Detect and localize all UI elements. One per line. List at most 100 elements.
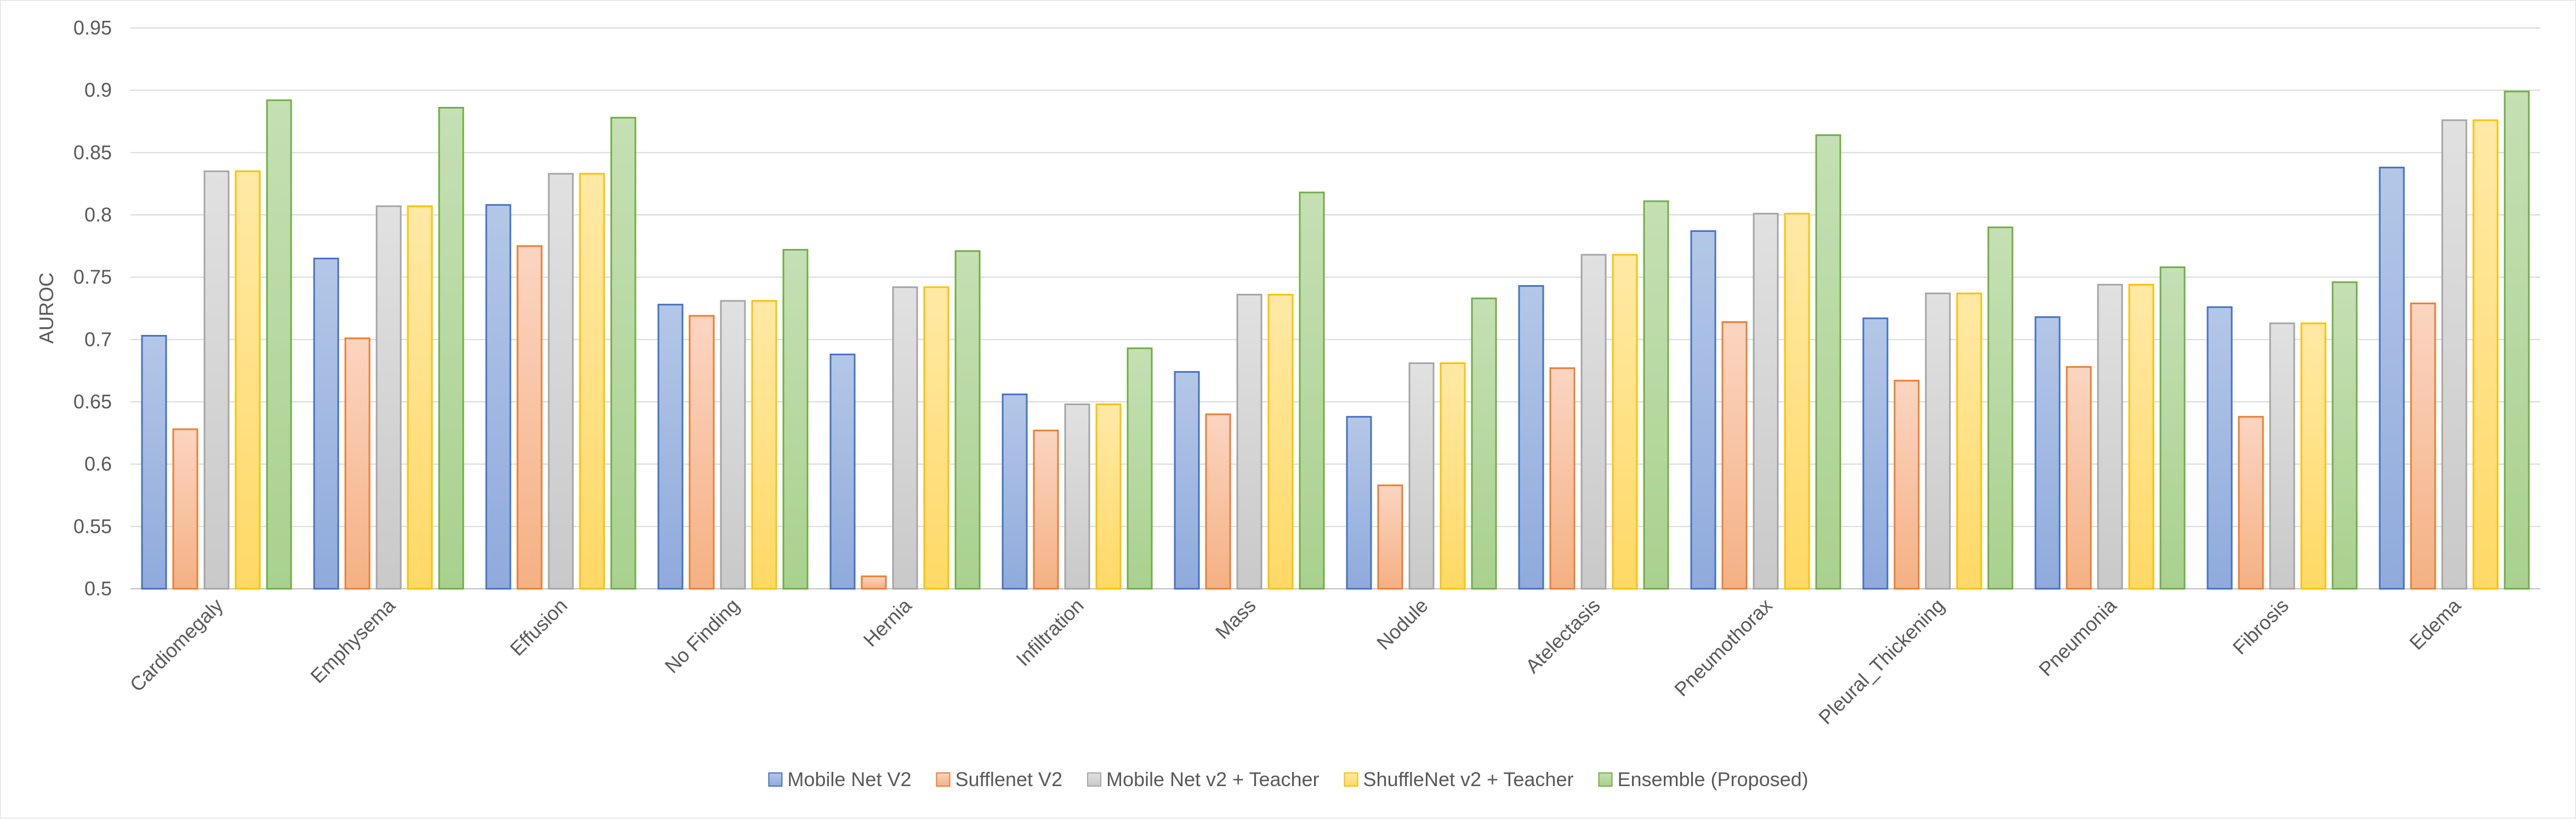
legend-swatch (1087, 772, 1101, 787)
bar (1377, 484, 1403, 590)
legend-item: ShuffleNet v2 + Teacher (1344, 768, 1574, 790)
bar (2159, 266, 2186, 590)
x-tick-label: Pneumothorax (1670, 594, 1777, 701)
legend: Mobile Net V2 Sufflenet V2 Mobile Net v2 +… (768, 768, 1809, 790)
legend-item: Mobile Net V2 (768, 768, 911, 790)
x-tick-label: Pleural_Thickening (1814, 594, 1948, 729)
bar (1753, 213, 1779, 590)
legend-swatch (1344, 772, 1358, 787)
bar (2207, 306, 2233, 590)
bar (720, 300, 746, 590)
bar (2504, 90, 2530, 590)
bar (313, 258, 339, 590)
y-tick-label: 0.9 (84, 79, 112, 101)
bar (751, 300, 777, 590)
bar (892, 286, 918, 590)
bar (141, 335, 167, 590)
bar (1408, 362, 1435, 590)
bar (2034, 316, 2061, 590)
bar (1002, 393, 1028, 590)
bar (1643, 200, 1669, 590)
legend-swatch (1598, 772, 1613, 787)
bar (2238, 416, 2264, 590)
bar (2332, 281, 2358, 590)
x-tick-label: Pneumonia (2034, 594, 2121, 680)
y-tick-label: 0.7 (84, 328, 112, 350)
x-axis-tick-labels: Cardiomegaly Emphysema Effusion No Finding H… (126, 594, 2466, 729)
bar (829, 354, 856, 590)
x-tick-label: Nodule (1372, 594, 1432, 655)
bar (2128, 283, 2154, 590)
bar (1862, 317, 1889, 590)
y-tick-label: 0.65 (73, 390, 112, 413)
bar (1471, 297, 1497, 590)
bar (1127, 347, 1153, 590)
bar (266, 99, 292, 590)
bar (2472, 119, 2499, 590)
legend-item: Sufflenet V2 (936, 768, 1062, 790)
bar (485, 204, 511, 590)
bar (954, 250, 981, 590)
bar (1174, 371, 1200, 590)
x-tick-label: Infiltration (1011, 594, 1088, 670)
x-tick-label: Emphysema (306, 594, 400, 687)
bar (2379, 167, 2405, 590)
bar (172, 428, 198, 590)
y-tick-label: 0.55 (73, 515, 112, 537)
bar (203, 170, 230, 590)
bar (2097, 283, 2123, 590)
y-axis-tick-labels: 0.5 0.55 0.6 0.65 0.7 0.75 0.8 0.85 0.9 0.95 (73, 16, 112, 600)
bar (376, 205, 402, 590)
bar (438, 106, 464, 590)
y-tick-label: 0.8 (84, 203, 112, 226)
legend-label: ShuffleNet v2 + Teacher (1363, 768, 1574, 790)
bar (1580, 254, 1607, 590)
bar (1267, 293, 1294, 590)
bar (1925, 292, 1951, 590)
legend-swatch (936, 772, 951, 787)
bar (1064, 403, 1090, 590)
x-tick-label: Atelectasis (1521, 594, 1605, 678)
x-tick-label: Mass (1211, 594, 1260, 644)
bar (1956, 292, 1982, 590)
bar (1518, 285, 1544, 590)
bar (344, 337, 371, 590)
bar (579, 173, 605, 590)
y-tick-label: 0.95 (73, 16, 112, 39)
bar (407, 205, 433, 590)
y-tick-label: 0.6 (84, 453, 112, 475)
bar (657, 304, 684, 590)
x-tick-label: Hernia (859, 594, 917, 651)
bar (689, 315, 715, 590)
bar (235, 170, 261, 590)
bar (1612, 254, 1638, 590)
legend-label: Mobile Net V2 (787, 768, 911, 790)
bar (610, 117, 636, 590)
y-axis-title: AUROC (35, 272, 58, 344)
bar (2441, 119, 2467, 590)
bar (1815, 134, 1841, 590)
bar (1033, 429, 1059, 590)
legend-label: Ensemble (Proposed) (1617, 768, 1808, 790)
legend-label: Sufflenet V2 (955, 768, 1062, 790)
bar (782, 249, 809, 590)
y-tick-label: 0.85 (73, 141, 112, 163)
bar (1893, 379, 1920, 590)
x-tick-label: Effusion (505, 594, 572, 661)
bar (1721, 321, 1748, 590)
legend-swatch (768, 772, 783, 787)
bar (1549, 367, 1576, 590)
bar (1205, 413, 1231, 590)
bar (923, 286, 949, 590)
bar (1299, 191, 1325, 590)
bar (1236, 293, 1263, 590)
x-tick-label: Edema (2405, 594, 2465, 654)
y-tick-label: 0.5 (84, 577, 112, 600)
y-tick-label: 0.75 (73, 266, 112, 288)
bar (1440, 362, 1466, 590)
bar (1784, 213, 1810, 590)
bar (2410, 302, 2436, 590)
bar (548, 173, 574, 590)
